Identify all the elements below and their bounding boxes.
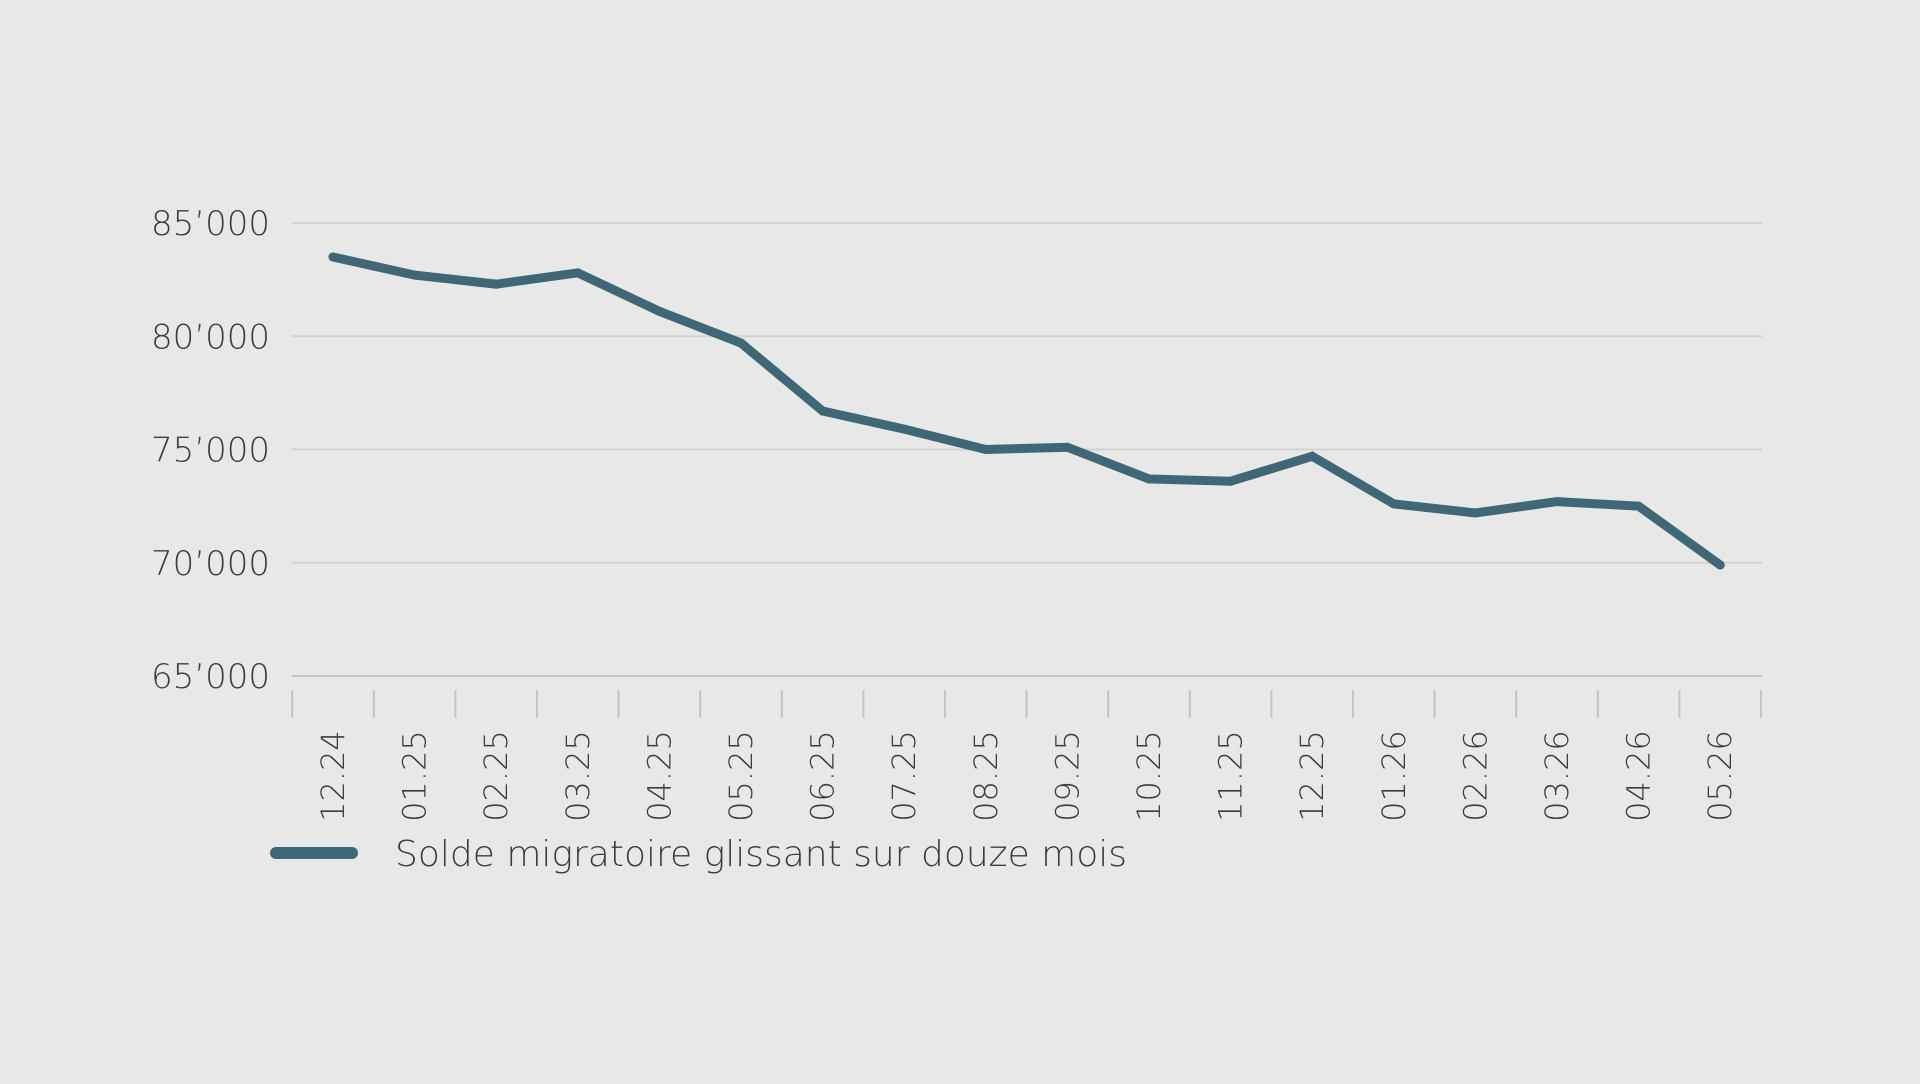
x-tick-label: 05.26 (1701, 730, 1739, 822)
data-point (1144, 474, 1154, 484)
y-tick-label: 80’000 (151, 317, 270, 357)
x-tick-label: 04.26 (1620, 730, 1658, 822)
y-tick-label: 70’000 (151, 544, 270, 584)
y-tick-label: 65’000 (151, 657, 270, 697)
data-point (1389, 499, 1399, 509)
series-line (328, 252, 1725, 570)
legend-label: Solde migratoire glissant sur douze mois (395, 834, 1127, 875)
data-point (1062, 442, 1072, 452)
series-layer (328, 252, 1725, 570)
x-tick-label: 02.26 (1456, 730, 1494, 822)
data-point (328, 252, 338, 262)
data-point (1634, 501, 1644, 511)
data-point (410, 270, 420, 280)
x-tick-label: 05.25 (722, 730, 760, 822)
x-tick-label: 12.25 (1293, 730, 1331, 822)
data-point (736, 338, 746, 348)
x-tick-label: 03.25 (559, 730, 597, 822)
x-tick-label: 04.25 (640, 730, 678, 822)
x-tick-label: 03.26 (1538, 730, 1576, 822)
data-point (1470, 508, 1480, 518)
data-point (899, 424, 909, 434)
data-point (491, 279, 501, 289)
x-tick-label: 11.25 (1212, 730, 1250, 822)
data-point (1552, 497, 1562, 507)
legend: Solde migratoire glissant sur douze mois (270, 834, 1127, 875)
data-point (654, 306, 664, 316)
data-point (1226, 476, 1236, 486)
y-axis: 65’000 70’000 75’000 80’000 85’000 (151, 204, 270, 697)
y-tick-label: 75’000 (151, 431, 270, 471)
x-tick-label: 07.25 (885, 730, 923, 822)
data-point (573, 268, 583, 278)
y-tick-label: 85’000 (151, 204, 270, 244)
x-tick-label: 01.25 (396, 730, 434, 822)
x-tick-label: 02.25 (477, 730, 515, 822)
data-point (818, 406, 828, 416)
x-tick-label: 09.25 (1048, 730, 1086, 822)
x-tick-label: 10.25 (1130, 730, 1168, 822)
x-tick-label: 01.26 (1375, 730, 1413, 822)
x-tick-label: 08.25 (967, 730, 1005, 822)
x-axis: 12.24 01.25 02.25 03.25 04.25 05.25 06.25 07.25… (291, 690, 1762, 822)
data-point (1307, 451, 1317, 461)
data-point (1715, 560, 1725, 570)
data-point (981, 445, 991, 454)
x-tick-label: 12.24 (314, 730, 352, 822)
x-tick-label: 06.25 (804, 730, 842, 822)
